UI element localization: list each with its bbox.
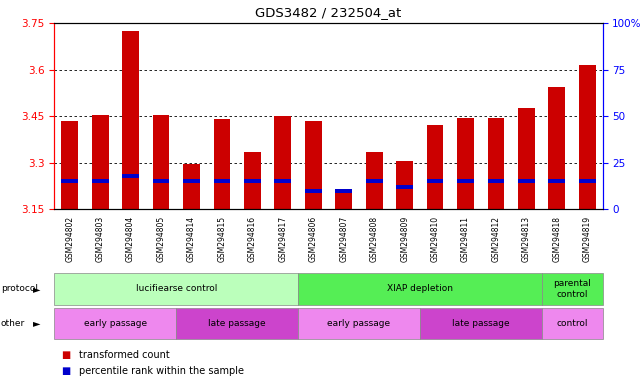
FancyBboxPatch shape [54,273,298,305]
Bar [62,179,78,183]
Bar [274,116,291,209]
Bar [213,179,230,183]
Text: protocol: protocol [1,285,38,293]
FancyBboxPatch shape [298,273,542,305]
Bar [427,126,444,209]
Bar [62,121,78,209]
Text: ■: ■ [61,366,70,376]
FancyBboxPatch shape [542,273,603,305]
Bar [335,189,352,209]
Bar [92,179,108,183]
Bar [244,179,261,183]
Bar [396,161,413,209]
Text: ■: ■ [61,350,70,360]
FancyBboxPatch shape [176,308,298,339]
Text: GDS3482 / 232504_at: GDS3482 / 232504_at [255,6,402,19]
Bar [305,189,322,192]
Text: transformed count: transformed count [79,350,170,360]
Bar [579,179,595,183]
Text: late passage: late passage [208,319,266,328]
Bar [366,152,383,209]
Text: other: other [1,319,25,328]
Bar [274,179,291,183]
Bar [122,174,139,178]
Text: control: control [556,319,588,328]
Text: XIAP depletion: XIAP depletion [387,285,453,293]
Bar [183,164,200,209]
Bar [122,31,139,209]
Text: early passage: early passage [328,319,390,328]
Text: ►: ► [33,284,41,294]
Bar [366,179,383,183]
Bar [153,179,169,183]
Bar [518,179,535,183]
Text: percentile rank within the sample: percentile rank within the sample [79,366,244,376]
FancyBboxPatch shape [420,308,542,339]
Bar [92,114,108,209]
FancyBboxPatch shape [542,308,603,339]
Text: lucifiearse control: lucifiearse control [136,285,217,293]
Bar [244,152,261,209]
Bar [579,65,595,209]
Bar [549,87,565,209]
Bar [213,119,230,209]
FancyBboxPatch shape [54,308,176,339]
Text: parental
control: parental control [553,279,591,299]
Text: ►: ► [33,318,41,329]
Bar [183,179,200,183]
Bar [488,118,504,209]
Bar [457,118,474,209]
Bar [518,108,535,209]
Bar [335,189,352,192]
Bar [427,179,444,183]
Text: early passage: early passage [84,319,147,328]
FancyBboxPatch shape [298,308,420,339]
Bar [305,121,322,209]
Text: late passage: late passage [452,319,510,328]
Bar [549,179,565,183]
Bar [457,179,474,183]
Bar [153,114,169,209]
Bar [488,179,504,183]
Bar [396,185,413,189]
